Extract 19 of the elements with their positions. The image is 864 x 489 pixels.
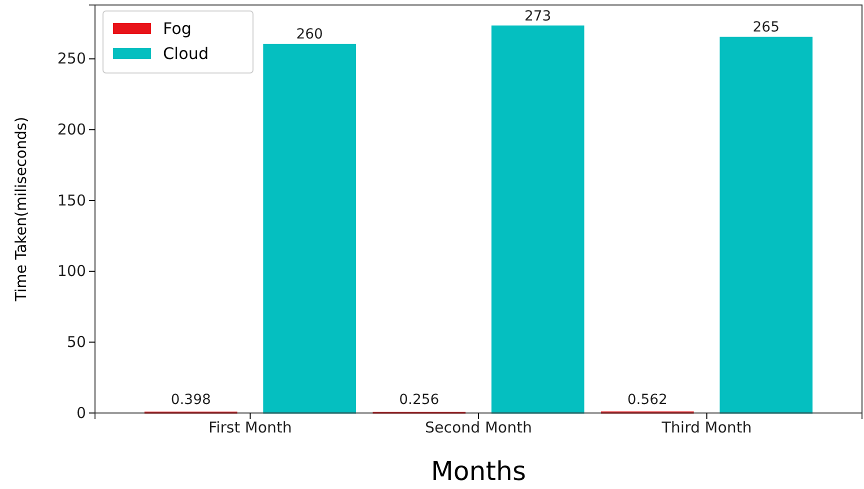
data-label: 260 xyxy=(296,26,323,43)
legend-label: Cloud xyxy=(163,44,209,63)
y-tick-label: 250 xyxy=(57,50,86,68)
data-label: 0.256 xyxy=(399,392,440,408)
data-label: 0.562 xyxy=(627,392,668,408)
x-axis-title: Months xyxy=(430,457,526,487)
x-tick-label: First Month xyxy=(208,418,292,437)
y-tick-label: 150 xyxy=(57,191,86,210)
x-tick-label: Second Month xyxy=(425,418,532,437)
y-tick-label: 50 xyxy=(66,332,86,351)
y-tick-label: 100 xyxy=(57,262,86,280)
data-label: 0.398 xyxy=(170,392,211,408)
y-tick-label: 0 xyxy=(76,404,86,422)
data-label: 265 xyxy=(752,20,780,36)
x-tick-label: Third Month xyxy=(660,418,752,437)
y-axis-title: Time Taken(miliseconds) xyxy=(12,116,30,302)
y-tick-label: 200 xyxy=(57,120,86,138)
legend-label: Fog xyxy=(163,19,192,38)
data-label: 273 xyxy=(524,8,552,24)
